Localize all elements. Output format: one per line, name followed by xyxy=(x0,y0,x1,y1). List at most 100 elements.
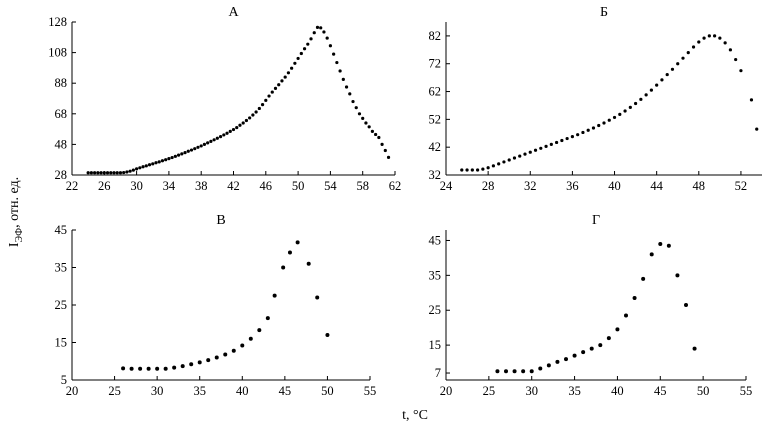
data-point xyxy=(306,42,310,46)
data-point xyxy=(374,132,378,137)
data-point xyxy=(238,123,242,127)
data-point xyxy=(319,26,323,30)
data-point xyxy=(222,133,226,137)
panel-g: Г 20 25 30 35 40 45 50 55 7 15 25 35 45 xyxy=(429,213,753,398)
y-axis-label-rest: , отн. ед. xyxy=(7,176,23,228)
data-point xyxy=(707,34,711,38)
data-point xyxy=(523,152,527,156)
data-point xyxy=(102,171,106,175)
data-point xyxy=(512,156,517,160)
y-tick-label: 108 xyxy=(48,46,67,60)
data-point xyxy=(290,66,294,70)
y-tick-label: 15 xyxy=(429,338,442,352)
data-point xyxy=(322,30,326,34)
data-point xyxy=(518,154,522,158)
data-point xyxy=(512,369,517,374)
data-point xyxy=(655,83,659,87)
data-point xyxy=(167,157,171,161)
y-axis-label-sub: ЭФ xyxy=(13,227,25,243)
data-point xyxy=(728,48,733,52)
y-tick-label: 35 xyxy=(429,268,442,282)
data-point xyxy=(180,364,185,369)
data-point xyxy=(486,166,490,170)
data-point xyxy=(325,36,329,40)
data-point xyxy=(565,136,569,141)
data-point xyxy=(286,71,291,75)
x-tick-label: 20 xyxy=(440,384,453,398)
data-point xyxy=(639,97,643,101)
data-point xyxy=(734,57,738,62)
y-tick-label: 15 xyxy=(55,336,68,350)
x-tick-label: 50 xyxy=(321,384,334,398)
data-point xyxy=(351,99,355,104)
data-point xyxy=(328,44,332,48)
data-point xyxy=(354,106,358,110)
data-point xyxy=(338,69,342,73)
data-point xyxy=(199,144,203,148)
data-point xyxy=(660,78,664,82)
x-tick-label: 40 xyxy=(608,179,621,193)
data-point xyxy=(367,125,371,129)
x-tick-label: 28 xyxy=(482,179,495,193)
data-point xyxy=(670,67,675,71)
data-point xyxy=(138,366,143,371)
data-point xyxy=(267,94,271,98)
data-point xyxy=(681,56,685,60)
y-tick-label: 5 xyxy=(61,373,67,387)
x-tick-label: 45 xyxy=(654,384,667,398)
x-tick-label: 50 xyxy=(697,384,710,398)
x-tick-label: 26 xyxy=(98,179,111,193)
data-point xyxy=(507,158,511,162)
data-point xyxy=(606,336,611,341)
data-point xyxy=(538,366,543,371)
data-point xyxy=(128,169,132,173)
x-tick-label: 54 xyxy=(324,179,337,193)
data-point xyxy=(570,135,575,139)
data-point xyxy=(560,138,564,143)
data-point xyxy=(686,51,690,55)
x-tick-label: 44 xyxy=(650,179,663,193)
data-point xyxy=(186,149,190,153)
x-tick-label: 62 xyxy=(389,179,402,193)
data-point xyxy=(641,276,646,281)
x-tick-label: 36 xyxy=(566,179,579,193)
data-point xyxy=(624,313,628,318)
data-point xyxy=(465,168,469,172)
data-point xyxy=(377,135,381,140)
data-point xyxy=(147,163,152,167)
data-point xyxy=(260,103,265,107)
y-tick-label: 128 xyxy=(48,15,67,29)
data-point xyxy=(189,148,194,152)
data-point xyxy=(504,369,508,374)
y-tick-label: 42 xyxy=(429,140,442,154)
data-point xyxy=(665,72,669,77)
data-point xyxy=(749,98,754,102)
y-tick-label: 28 xyxy=(55,168,68,182)
data-point xyxy=(180,152,184,156)
data-point xyxy=(283,75,287,79)
data-point xyxy=(335,60,339,65)
y-tick-label: 72 xyxy=(429,57,442,71)
data-point xyxy=(206,358,211,363)
data-point xyxy=(272,293,277,298)
data-point xyxy=(299,51,303,56)
data-point xyxy=(212,138,216,142)
data-point xyxy=(481,167,485,171)
data-point xyxy=(357,112,362,116)
data-point xyxy=(361,116,365,120)
data-point xyxy=(144,164,148,168)
y-tick-label: 62 xyxy=(429,85,442,99)
data-point xyxy=(344,85,349,89)
x-tick-label: 25 xyxy=(108,384,121,398)
data-point xyxy=(370,129,374,133)
data-point xyxy=(295,240,300,245)
data-point xyxy=(172,365,177,370)
data-point xyxy=(206,141,210,145)
data-point xyxy=(109,171,113,175)
data-point xyxy=(154,161,158,165)
data-point xyxy=(521,369,526,374)
y-tick-label: 35 xyxy=(55,261,68,275)
data-point xyxy=(170,155,174,160)
data-point xyxy=(240,343,245,348)
x-tick-label: 35 xyxy=(193,384,206,398)
